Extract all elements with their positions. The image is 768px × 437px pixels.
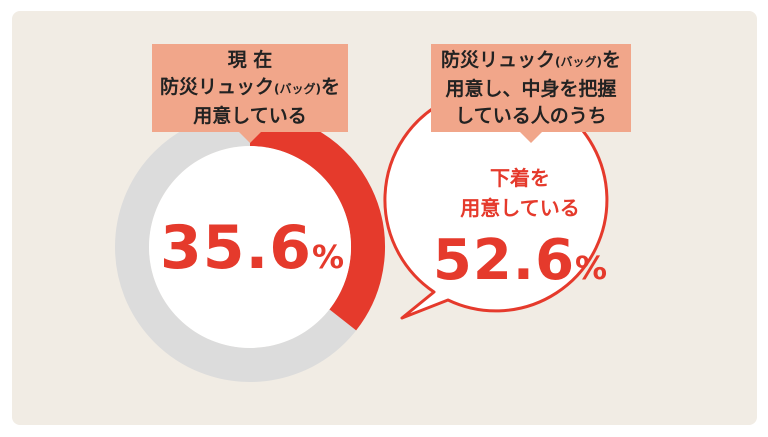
bubble-caption-line2: 用意している: [460, 196, 580, 220]
bubble-caption: 下着を 用意している: [420, 163, 620, 223]
left-label-line2: 防災リュック(バッグ)を: [159, 76, 340, 98]
left-label-box: 現 在 防災リュック(バッグ)を 用意している: [152, 44, 348, 143]
bubble-caption-line1: 下着を: [490, 166, 550, 190]
left-label-pointer: [238, 131, 262, 143]
donut-value-label: 35.6%: [160, 213, 345, 283]
donut-value-slice: [249, 112, 385, 331]
bubble-value-label: 52.6%: [432, 228, 608, 293]
left-label-line1: 現 在: [227, 49, 273, 71]
right-label-box: 防災リュック(バッグ)を 用意し、中身を把握 している人のうち: [431, 44, 631, 143]
right-label-line1: 防災リュック(バッグ)を: [440, 49, 621, 71]
right-label-pointer: [519, 131, 543, 143]
donut-center: [149, 146, 351, 348]
right-label-line2: 用意し、中身を把握: [445, 78, 617, 100]
right-label-line3: している人のうち: [455, 105, 607, 127]
left-label-line3: 用意している: [193, 105, 307, 127]
